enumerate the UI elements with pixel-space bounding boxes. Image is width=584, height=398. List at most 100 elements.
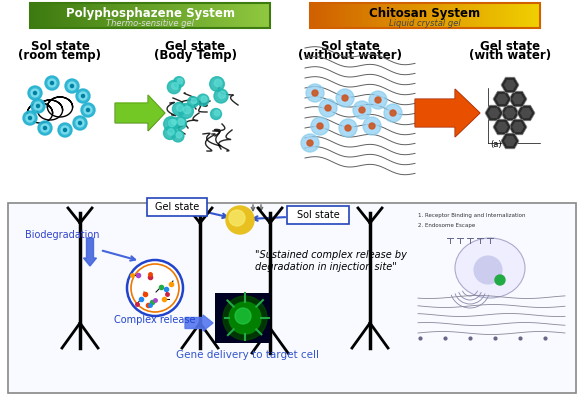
Text: (Body Temp): (Body Temp) xyxy=(154,49,237,62)
Polygon shape xyxy=(115,95,165,131)
Text: 1. Receptor Binding and Internalization: 1. Receptor Binding and Internalization xyxy=(418,213,526,218)
Text: Thermo-sensitive gel: Thermo-sensitive gel xyxy=(106,18,194,27)
Circle shape xyxy=(86,109,89,111)
Text: (a): (a) xyxy=(490,140,502,149)
Circle shape xyxy=(218,92,225,99)
Circle shape xyxy=(81,103,95,117)
Circle shape xyxy=(168,129,174,135)
Circle shape xyxy=(387,107,399,119)
Circle shape xyxy=(229,302,261,334)
Bar xyxy=(310,3,540,28)
Polygon shape xyxy=(415,89,480,137)
Circle shape xyxy=(336,89,354,107)
Circle shape xyxy=(214,79,222,87)
Circle shape xyxy=(164,127,176,139)
Circle shape xyxy=(82,94,85,98)
Circle shape xyxy=(201,96,207,102)
Circle shape xyxy=(372,94,384,106)
Text: Chitosan System: Chitosan System xyxy=(370,6,481,20)
FancyArrow shape xyxy=(185,315,213,331)
Circle shape xyxy=(71,84,74,88)
Circle shape xyxy=(339,119,357,137)
Circle shape xyxy=(28,86,42,100)
Text: (with water): (with water) xyxy=(469,49,551,62)
FancyBboxPatch shape xyxy=(147,198,207,216)
Circle shape xyxy=(173,77,185,87)
Circle shape xyxy=(311,117,329,135)
Circle shape xyxy=(173,117,186,129)
Circle shape xyxy=(34,102,42,110)
Circle shape xyxy=(363,117,381,135)
Circle shape xyxy=(36,105,40,107)
Circle shape xyxy=(304,137,316,149)
Circle shape xyxy=(65,79,79,93)
Circle shape xyxy=(127,260,183,316)
Circle shape xyxy=(345,125,351,131)
Circle shape xyxy=(68,82,76,90)
Circle shape xyxy=(168,119,176,127)
Text: Sol state: Sol state xyxy=(321,40,380,53)
Polygon shape xyxy=(415,89,480,137)
Circle shape xyxy=(76,119,84,127)
Circle shape xyxy=(76,89,90,103)
Circle shape xyxy=(178,119,184,125)
Circle shape xyxy=(26,114,34,122)
Circle shape xyxy=(73,116,87,130)
Circle shape xyxy=(210,109,221,119)
Circle shape xyxy=(366,120,378,132)
Circle shape xyxy=(353,101,371,119)
Circle shape xyxy=(226,206,254,234)
Circle shape xyxy=(369,91,387,109)
Circle shape xyxy=(474,256,502,284)
Circle shape xyxy=(29,117,32,119)
Circle shape xyxy=(31,89,39,97)
Circle shape xyxy=(187,97,199,107)
Text: Gene delivery to target cell: Gene delivery to target cell xyxy=(176,350,319,360)
Circle shape xyxy=(384,104,402,122)
Circle shape xyxy=(177,105,183,111)
Circle shape xyxy=(235,308,251,324)
Circle shape xyxy=(172,119,176,125)
Circle shape xyxy=(176,132,182,138)
FancyBboxPatch shape xyxy=(8,203,576,393)
Polygon shape xyxy=(115,94,165,131)
Circle shape xyxy=(183,106,191,114)
Circle shape xyxy=(317,123,323,129)
Circle shape xyxy=(369,123,375,129)
FancyArrow shape xyxy=(84,238,96,266)
Circle shape xyxy=(325,105,331,111)
Circle shape xyxy=(359,107,365,113)
Circle shape xyxy=(309,87,321,99)
Circle shape xyxy=(179,103,193,119)
Circle shape xyxy=(23,111,37,125)
Circle shape xyxy=(322,102,334,114)
Circle shape xyxy=(78,121,82,125)
Text: Sol state: Sol state xyxy=(30,40,89,53)
Circle shape xyxy=(38,121,52,135)
Text: Sol state: Sol state xyxy=(297,210,339,220)
Text: (without water): (without water) xyxy=(298,49,402,62)
Circle shape xyxy=(197,94,209,106)
Text: Liquid crystal gel: Liquid crystal gel xyxy=(389,18,461,27)
Circle shape xyxy=(172,102,186,115)
Circle shape xyxy=(41,124,49,132)
Circle shape xyxy=(342,95,348,101)
Circle shape xyxy=(178,78,183,84)
Circle shape xyxy=(164,117,178,131)
Circle shape xyxy=(84,106,92,114)
Text: Polyphosphazene System: Polyphosphazene System xyxy=(65,6,235,20)
Circle shape xyxy=(79,92,87,100)
Circle shape xyxy=(306,84,324,102)
Text: Gel state: Gel state xyxy=(165,40,225,53)
Circle shape xyxy=(45,76,59,90)
Ellipse shape xyxy=(455,238,525,298)
Circle shape xyxy=(314,120,326,132)
Circle shape xyxy=(307,140,313,146)
Circle shape xyxy=(61,126,69,134)
Circle shape xyxy=(31,99,45,113)
Text: Biodegradation: Biodegradation xyxy=(25,230,99,240)
Text: Complex release: Complex release xyxy=(114,315,196,325)
Circle shape xyxy=(214,89,228,103)
Circle shape xyxy=(301,134,319,152)
Circle shape xyxy=(172,130,184,142)
